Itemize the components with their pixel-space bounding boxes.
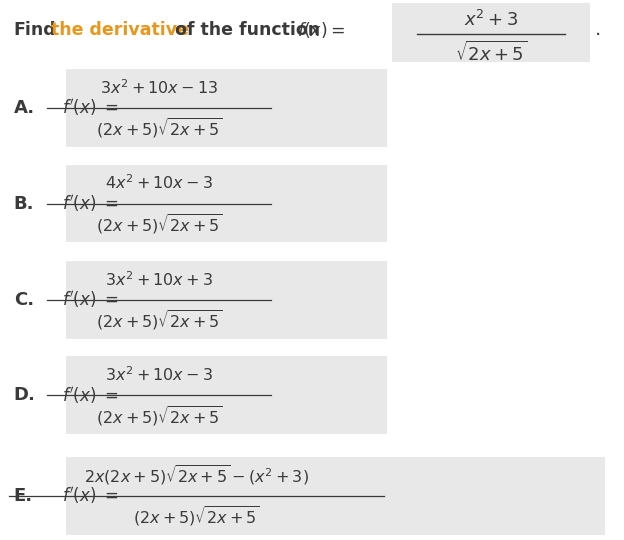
Text: $3x^2+10x-13$: $3x^2+10x-13$ <box>100 78 218 97</box>
Text: D.: D. <box>14 386 36 404</box>
Text: $x^2 + 3$: $x^2 + 3$ <box>464 10 519 30</box>
Text: $(2x+5)\sqrt{2x+5}$: $(2x+5)\sqrt{2x+5}$ <box>95 404 223 428</box>
Text: Find: Find <box>14 21 56 39</box>
Text: $\sqrt{2x+5}$: $\sqrt{2x+5}$ <box>455 40 527 64</box>
Text: $f'(x)\ =$: $f'(x)\ =$ <box>62 289 119 310</box>
Text: .: . <box>595 20 602 39</box>
Text: $(2x+5)\sqrt{2x+5}$: $(2x+5)\sqrt{2x+5}$ <box>133 504 260 528</box>
Text: E.: E. <box>14 487 33 505</box>
FancyBboxPatch shape <box>66 165 387 242</box>
Text: $f'(x)\ =$: $f'(x)\ =$ <box>62 385 119 406</box>
Text: $3x^2+10x+3$: $3x^2+10x+3$ <box>105 270 213 288</box>
FancyBboxPatch shape <box>66 261 387 339</box>
Text: $(2x+5)\sqrt{2x+5}$: $(2x+5)\sqrt{2x+5}$ <box>95 212 223 236</box>
FancyBboxPatch shape <box>66 69 387 147</box>
Text: $(2x+5)\sqrt{2x+5}$: $(2x+5)\sqrt{2x+5}$ <box>95 308 223 332</box>
Text: the derivative: the derivative <box>51 21 189 39</box>
Text: $f'(x)\ =$: $f'(x)\ =$ <box>62 193 119 214</box>
Text: $2x(2x+5)\sqrt{2x+5}-(x^2+3)$: $2x(2x+5)\sqrt{2x+5}-(x^2+3)$ <box>84 463 309 487</box>
FancyBboxPatch shape <box>66 356 387 434</box>
Text: $f'(x)\ =$: $f'(x)\ =$ <box>62 98 119 118</box>
FancyBboxPatch shape <box>66 457 605 535</box>
Text: $4x^2+10x-3$: $4x^2+10x-3$ <box>105 174 213 192</box>
Text: $f'(x)\ =$: $f'(x)\ =$ <box>62 485 119 506</box>
Text: C.: C. <box>14 291 34 309</box>
Text: $3x^2+10x-3$: $3x^2+10x-3$ <box>105 366 213 384</box>
FancyBboxPatch shape <box>392 3 590 62</box>
Text: $(2x+5)\sqrt{2x+5}$: $(2x+5)\sqrt{2x+5}$ <box>95 117 223 140</box>
Text: $f(x) =$: $f(x) =$ <box>297 19 345 40</box>
Text: A.: A. <box>14 99 35 117</box>
Text: of the function: of the function <box>175 21 320 39</box>
Text: B.: B. <box>14 194 34 213</box>
